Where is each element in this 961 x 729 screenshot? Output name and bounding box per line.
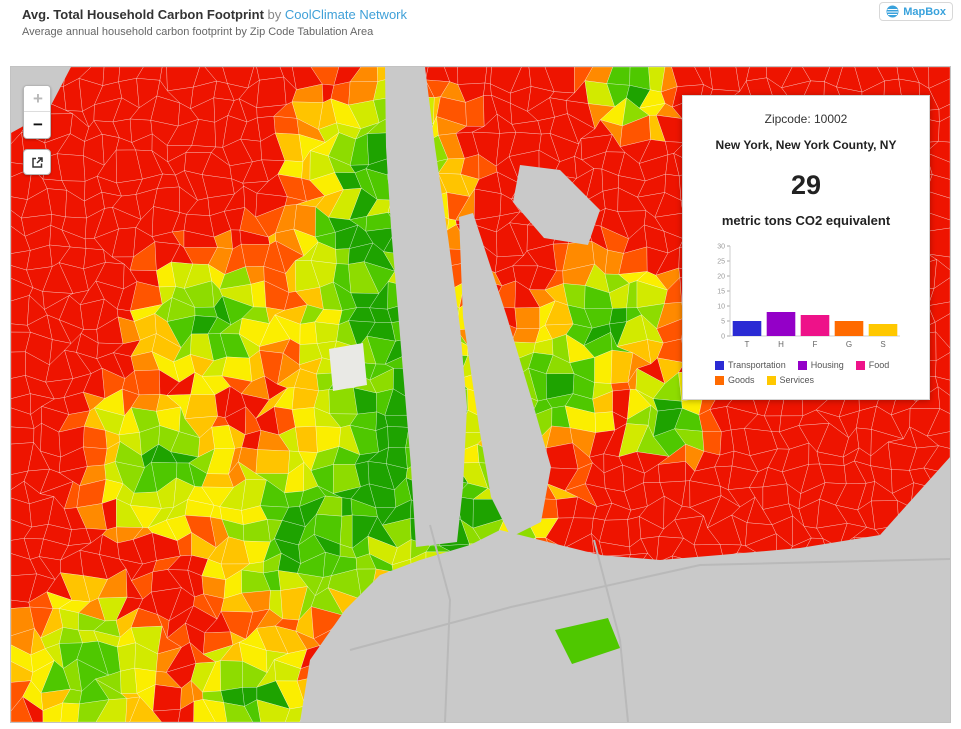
svg-text:5: 5 (721, 319, 725, 326)
svg-text:20: 20 (717, 274, 725, 281)
category-bar-chart: 0 5 10 15 20 25 30 T H F G S (717, 244, 900, 349)
legend-swatch (766, 375, 776, 385)
legend-swatch (797, 360, 807, 370)
svg-text:30: 30 (717, 244, 725, 251)
header: Avg. Total Household Carbon Footprint by… (22, 7, 407, 38)
zoom-in-button[interactable]: + (24, 86, 50, 112)
legend-label: Services (779, 375, 815, 385)
svg-text:F: F (813, 340, 818, 349)
chart-legend: Transportation Housing Food Goods Services (715, 360, 921, 385)
byline: by (267, 7, 282, 22)
title-line: Avg. Total Household Carbon Footprint by… (22, 7, 407, 23)
share-icon (31, 156, 43, 168)
legend-item-transportation: Transportation (715, 360, 786, 370)
page-subtitle: Average annual household carbon footprin… (22, 26, 374, 38)
svg-text:S: S (880, 340, 885, 349)
legend-swatch (715, 375, 724, 385)
svg-text:0: 0 (721, 334, 725, 341)
legend-label: Housing (810, 360, 844, 370)
svg-text:15: 15 (717, 289, 725, 296)
map-controls: + − (23, 85, 51, 175)
legend-label: Food (868, 360, 890, 370)
choropleth-map[interactable] (11, 67, 950, 722)
location-label: New York, New York County, NY (715, 138, 897, 152)
legend-swatch (855, 360, 865, 370)
legend-item-services: Services (766, 375, 815, 385)
map-container: + − Zipcode: 10002 New York, New York Co… (10, 66, 951, 723)
mapbox-logo[interactable]: MapBox (879, 2, 953, 21)
footprint-value: 29 (790, 170, 822, 200)
legend-item-goods: Goods (715, 375, 755, 385)
zoom-control: + − (23, 85, 51, 139)
legend-label: Transportation (728, 360, 786, 370)
svg-text:G: G (846, 340, 852, 349)
page-title: Avg. Total Household Carbon Footprint (22, 7, 264, 22)
zipcode-label: Zipcode: 10002 (764, 112, 848, 126)
info-panel: Zipcode: 10002 New York, New York County… (682, 95, 930, 400)
source-link[interactable]: CoolClimate Network (284, 7, 407, 22)
legend-swatch (715, 360, 724, 370)
mapbox-icon (886, 5, 899, 18)
svg-text:10: 10 (717, 304, 725, 311)
svg-text:25: 25 (717, 259, 725, 266)
legend-item-food: Food (855, 360, 890, 370)
svg-text:H: H (778, 340, 784, 349)
share-button[interactable] (23, 149, 51, 175)
zoom-out-button[interactable]: − (24, 112, 50, 138)
svg-text:T: T (745, 340, 750, 349)
footprint-unit: metric tons CO2 equivalent (721, 213, 891, 228)
mapbox-label: MapBox (903, 5, 946, 18)
legend-item-housing: Housing (797, 360, 844, 370)
legend-label: Goods (728, 375, 755, 385)
